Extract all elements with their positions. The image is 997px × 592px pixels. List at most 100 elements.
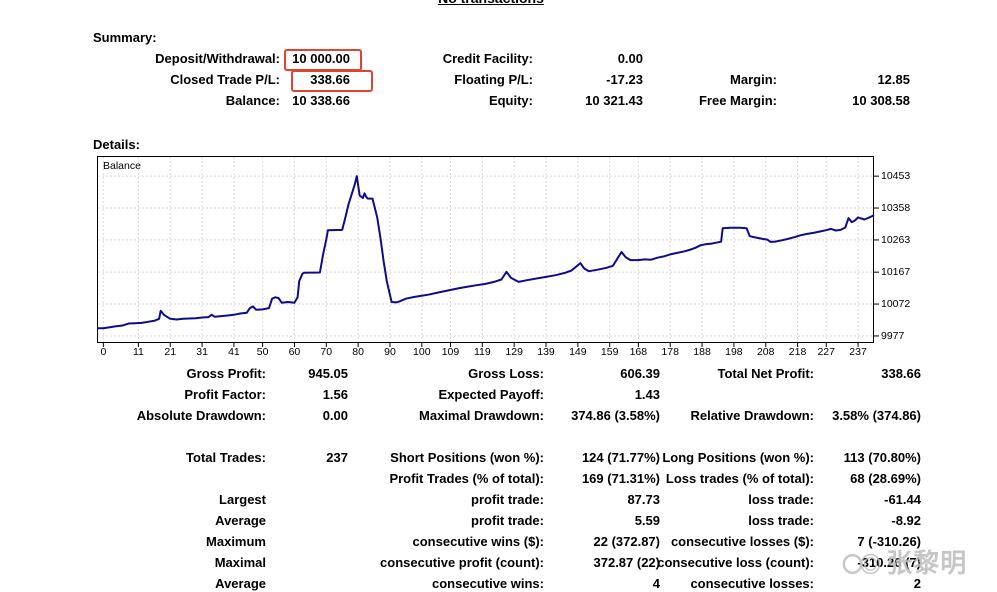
expected-payoff-label: Expected Payoff: (438, 387, 544, 402)
x-axis-tick-label: 31 (196, 346, 208, 358)
y-axis-tick-label: 10263 (881, 233, 911, 246)
x-axis-tick-label: 208 (756, 346, 775, 358)
x-axis-tick-label: 198 (725, 346, 743, 358)
gross-profit-label: Gross Profit: (186, 366, 266, 381)
annotation-box-deposit (284, 49, 362, 71)
consecutive-profit-count-label: consecutive profit (count): (380, 555, 544, 570)
consecutive-wins-money-label: consecutive wins ($): (412, 534, 544, 549)
stats-row: Maximum consecutive wins ($): 22 (372.87… (0, 534, 997, 551)
expected-payoff-value: 1.43 (634, 387, 660, 402)
stats-row: Average profit trade: 5.59 loss trade: -… (0, 513, 997, 530)
stats-row: Maximal consecutive profit (count): 372.… (0, 555, 997, 572)
y-axis-tick-label: 10167 (881, 266, 911, 279)
watermark-logo-icon: 〇◎ (842, 554, 881, 577)
total-net-profit-value: 338.66 (881, 366, 921, 381)
credit-facility-value: 0.00 (617, 51, 643, 66)
stats-row: Total Trades: 237 Short Positions (won %… (0, 450, 997, 467)
x-axis-tick-label: 218 (788, 346, 807, 358)
summary-row: Closed Trade P/L: 338.66 Floating P/L: -… (0, 72, 997, 89)
total-net-profit-label: Total Net Profit: (717, 366, 814, 381)
x-axis-tick-label: 100 (413, 346, 431, 358)
credit-facility-label: Credit Facility: (442, 51, 533, 66)
stats-row: Profit Trades (% of total): 169 (71.31%)… (0, 471, 997, 488)
stats-row: Largest profit trade: 87.73 loss trade: … (0, 492, 997, 509)
x-axis-tick-label: 50 (256, 346, 269, 358)
consecutive-losses-value: 2 (913, 576, 921, 591)
largest-label: Largest (219, 492, 266, 507)
balance-chart-svg (97, 156, 879, 347)
y-axis-tick-label: 10072 (881, 298, 911, 311)
balance-value: 10 338.66 (292, 93, 350, 108)
x-axis-tick-label: 119 (473, 346, 491, 358)
total-trades-label: Total Trades: (186, 450, 266, 465)
closed-trade-pl-value: 338.66 (310, 72, 350, 87)
x-axis-tick-label: 80 (352, 346, 364, 358)
average-label: Average (215, 513, 266, 528)
maximal-drawdown-value: 374.86 (3.58%) (571, 408, 660, 423)
largest-profit-trade-value: 87.73 (627, 492, 660, 507)
relative-drawdown-value: 3.58% (374.86) (832, 408, 921, 423)
average-loss-trade-label: loss trade: (748, 513, 814, 528)
consecutive-losses-money-label: consecutive losses ($): (670, 534, 814, 549)
loss-trades-value: 68 (28.69%) (850, 471, 921, 486)
consecutive-loss-count-label: consecutive loss (count): (657, 555, 814, 570)
x-axis-tick-label: 21 (164, 346, 177, 358)
x-axis-tick-label: 70 (320, 346, 333, 358)
balance-chart: Balance 10453 10358 10263 10167 10072 9977 0 11… (97, 156, 997, 371)
closed-trade-pl-label: Closed Trade P/L: (170, 72, 280, 87)
absolute-drawdown-value: 0.00 (322, 408, 348, 423)
free-margin-value: 10 308.58 (852, 93, 910, 108)
margin-label: Margin: (730, 72, 777, 87)
watermark: 〇◎ 张黎明 (842, 543, 967, 580)
x-axis-tick-label: 90 (384, 346, 396, 358)
deposit-withdrawal-label: Deposit/Withdrawal: (155, 51, 280, 66)
largest-loss-trade-value: -61.44 (884, 492, 921, 507)
watermark-text: 张黎明 (886, 548, 968, 578)
maximum-label: Maximum (206, 534, 266, 549)
floating-pl-label: Floating P/L: (454, 72, 533, 87)
total-trades-value: 237 (326, 450, 348, 465)
margin-value: 12.85 (877, 72, 910, 87)
consecutive-wins-label: consecutive wins: (432, 576, 544, 591)
stats-row: Profit Factor: 1.56 Expected Payoff: 1.4… (0, 387, 997, 404)
x-axis-tick-label: 159 (600, 346, 619, 358)
free-margin-label: Free Margin: (698, 93, 777, 108)
stats-row: Absolute Drawdown: 0.00 Maximal Drawdown… (0, 408, 997, 425)
y-axis-tick-label: 9977 (881, 329, 905, 342)
absolute-drawdown-label: Absolute Drawdown: (136, 408, 266, 423)
profit-factor-label: Profit Factor: (184, 387, 266, 402)
deposit-withdrawal-value: 10 000.00 (292, 51, 350, 66)
x-axis-tick-label: 139 (537, 346, 555, 358)
y-axis-tick-label: 10453 (881, 170, 911, 183)
annotation-box-closed-pl (291, 70, 373, 92)
stats-row: Gross Profit: 945.05 Gross Loss: 606.39 … (0, 366, 997, 383)
maximal-drawdown-label: Maximal Drawdown: (419, 408, 544, 423)
long-positions-value: 113 (70.80%) (843, 450, 921, 465)
x-axis-tick-label: 188 (693, 346, 711, 358)
gross-profit-value: 945.05 (308, 366, 348, 381)
consecutive-profit-count-value: 372.87 (22) (593, 555, 661, 570)
maximal-label: Maximal (214, 555, 266, 570)
consecutive-losses-money-value: 7 (-310.26) (857, 534, 921, 549)
summary-heading: Summary: (93, 30, 157, 45)
x-axis-tick-label: 11 (132, 346, 144, 358)
equity-label: Equity: (488, 93, 533, 108)
largest-profit-trade-label: profit trade: (471, 492, 544, 507)
average2-label: Average (215, 576, 266, 591)
profit-factor-value: 1.56 (322, 387, 348, 402)
gross-loss-value: 606.39 (620, 366, 660, 381)
short-positions-value: 124 (71.77%) (581, 450, 660, 465)
x-axis-tick-label: 168 (629, 346, 648, 358)
x-axis-tick-label: 0 (100, 346, 107, 358)
x-axis-tick-label: 41 (228, 346, 240, 358)
floating-pl-value: -17.23 (606, 72, 643, 87)
x-axis-tick-label: 60 (288, 346, 301, 358)
consecutive-loss-count-value: -310.26 (7) (857, 555, 921, 570)
x-axis-tick-label: 178 (661, 346, 679, 358)
short-positions-label: Short Positions (won %): (390, 450, 544, 465)
average-loss-trade-value: -8.92 (891, 513, 921, 528)
x-axis-tick-label: 227 (817, 346, 835, 358)
profit-trades-value: 169 (71.31%) (581, 471, 660, 486)
loss-trades-label: Loss trades (% of total): (665, 471, 814, 486)
